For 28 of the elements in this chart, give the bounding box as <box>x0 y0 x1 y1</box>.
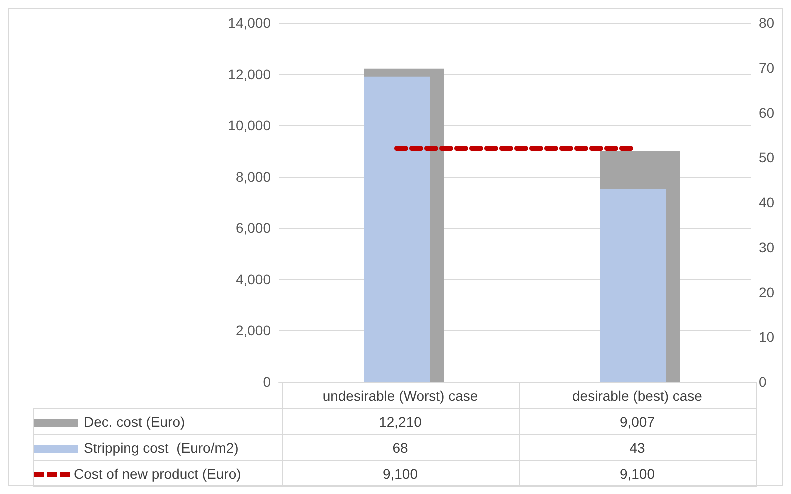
legend-label: Dec. cost (Euro) <box>84 414 186 430</box>
y2-tick-label: 20 <box>759 284 775 300</box>
y-tick-label: 2,000 <box>236 322 272 339</box>
data-label: 12,210 <box>282 408 519 434</box>
data-label: 9,007 <box>519 408 756 434</box>
y2-tick-label: 80 <box>759 15 775 31</box>
data-label: 43 <box>519 434 756 460</box>
y-tick-label: 0 <box>263 374 272 390</box>
y2-tick-label: 30 <box>759 239 775 256</box>
y2-tick-label: 50 <box>759 150 775 166</box>
x-tick-label: desirable (best) case <box>519 382 756 408</box>
data-label: 68 <box>282 434 519 460</box>
legend-label: Stripping cost (Euro/m2) <box>84 440 239 456</box>
y-tick-label: 10,000 <box>228 118 272 134</box>
data-label: 9,100 <box>282 460 519 486</box>
y-tick-label: 12,000 <box>228 66 272 82</box>
y-tick-label: 8,000 <box>236 168 272 185</box>
y2-tick-label: 60 <box>759 104 775 121</box>
legend-label: Cost of new product (Euro) <box>74 466 242 482</box>
x-tick-label: undesirable (Worst) case <box>282 382 519 408</box>
y2-tick-label: 70 <box>759 60 775 76</box>
y-tick-label: 4,000 <box>236 271 272 288</box>
data-label: 9,100 <box>519 460 756 486</box>
y2-tick-label: 40 <box>759 194 775 210</box>
y-tick-label: 14,000 <box>228 15 272 31</box>
y2-tick-label: 0 <box>759 374 767 390</box>
y-tick-label: 6,000 <box>236 220 272 236</box>
y2-tick-label: 10 <box>759 329 775 346</box>
